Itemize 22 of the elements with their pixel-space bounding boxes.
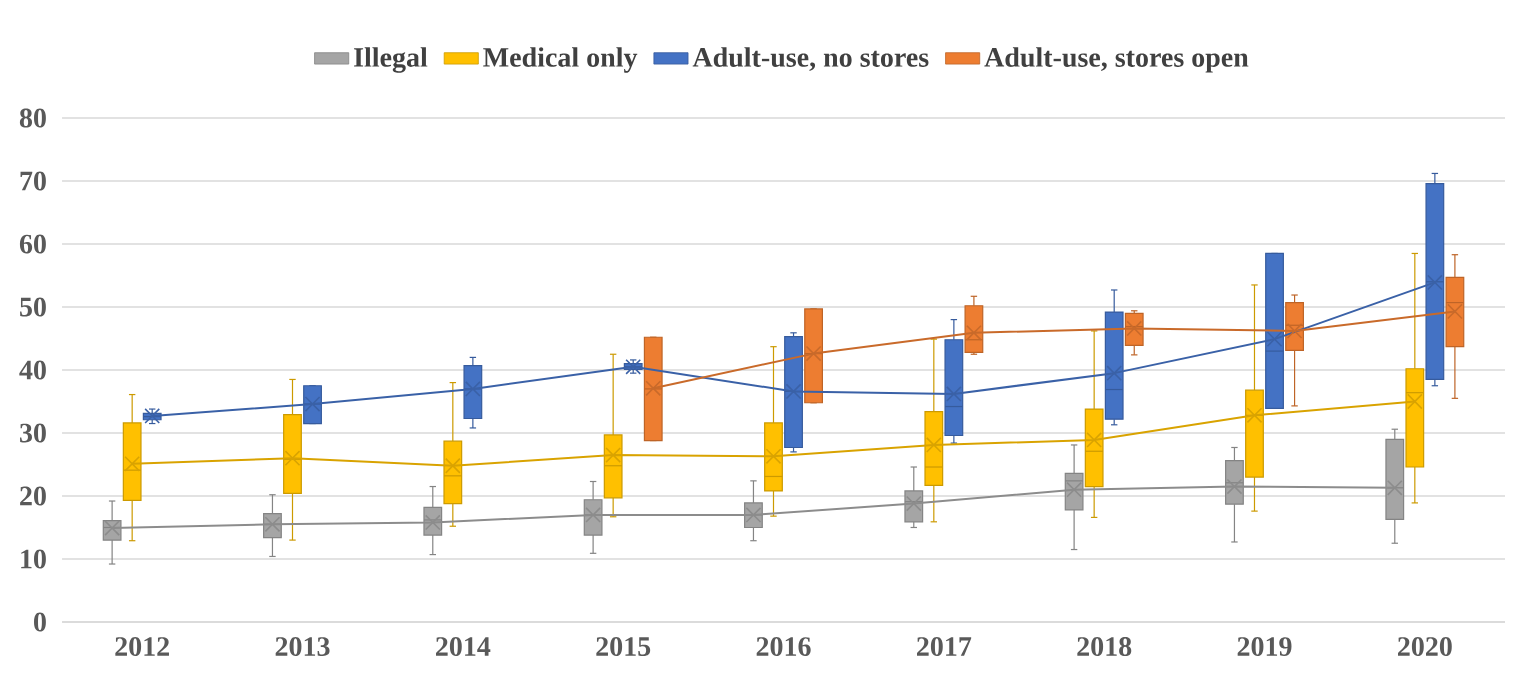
x-tick-label: 2020 bbox=[1398, 637, 1452, 656]
legend-label: Adult-use, stores open bbox=[984, 47, 1249, 73]
y-tick-label: 30 bbox=[20, 423, 46, 443]
legend-label: Illegal bbox=[354, 47, 428, 73]
x-tick-label: 2012 bbox=[115, 637, 169, 656]
y-tick-label: 20 bbox=[20, 486, 46, 506]
x-tick-label: 2018 bbox=[1077, 637, 1132, 656]
x-tick-label: 2017 bbox=[917, 637, 972, 656]
x-tick-label: 2013 bbox=[275, 637, 330, 656]
y-tick-label: 50 bbox=[20, 297, 46, 317]
x-tick-label: 2016 bbox=[756, 637, 811, 656]
legend-label: Medical only bbox=[483, 47, 638, 73]
y-tick-label: 70 bbox=[20, 171, 46, 191]
y-tick-label: 60 bbox=[19, 234, 46, 254]
y-tick-label: 10 bbox=[21, 549, 46, 569]
legend-label: Adult-use, no stores bbox=[692, 47, 929, 71]
x-tick-label: 2014 bbox=[436, 637, 491, 656]
y-tick-label: 0 bbox=[34, 612, 46, 632]
x-tick-label: 2019 bbox=[1237, 637, 1292, 656]
y-tick-label: 40 bbox=[19, 360, 46, 380]
y-tick-label: 80 bbox=[19, 108, 46, 128]
x-tick-label: 2015 bbox=[596, 637, 651, 656]
